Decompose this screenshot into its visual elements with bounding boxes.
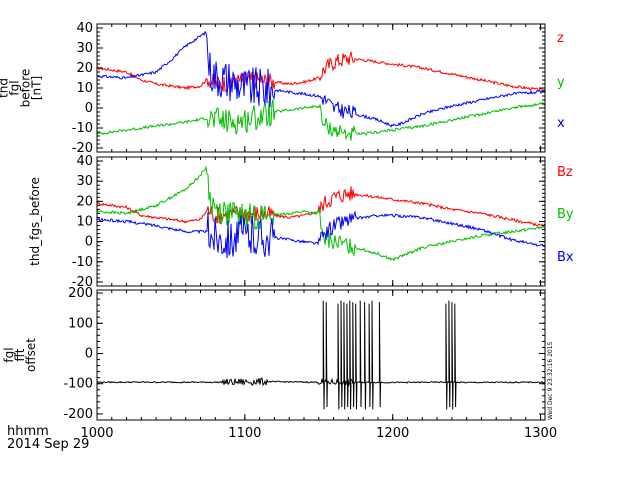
x-tick-label: 1100 [228,426,261,441]
x-tick-label: 1300 [524,426,557,441]
y-tick-label: 40 [76,154,93,169]
y-tick-label: 20 [76,194,93,209]
plot-frame [96,23,546,153]
y-tick-label: -10 [72,255,93,270]
y-tick-label: 10 [76,81,93,96]
legend-entry-y: y [557,75,565,90]
series-line-x [96,30,546,128]
y-tick-label: -200 [63,407,93,422]
plot-frame [96,156,546,287]
x-axis-label-line-2: 2014 Sep 29 [7,437,89,452]
y-axis-label-line: fft [13,348,27,361]
y-axis-label-line: thd [0,78,11,98]
series-line-bz [96,186,546,228]
y-axis-label-line: fgl [2,347,16,362]
series-line-bx [96,210,546,259]
y-tick-label: 100 [68,316,93,331]
y-tick-label: 40 [76,21,93,36]
y-tick-label: 20 [76,61,93,76]
y-tick-label: 30 [76,41,93,56]
y-axis-label-line: thd_fgs_before [28,177,42,266]
timestamp-stamp: Wed Dec 9 23:32:16 2015 [547,341,554,420]
legend-entry-bz: Bz [557,165,573,180]
y-axis-label-line: before [19,69,33,108]
y-tick-label: 0 [85,235,93,250]
y-tick-label: -10 [72,121,93,136]
x-tick-label: 1200 [376,426,409,441]
plot-frame [96,289,546,421]
y-tick-label: -100 [63,377,93,392]
series-line-y [96,99,546,141]
panel-fgs-before: -20 -10 0 10 20 30 40 thd_fgs_before Bz By Bx [28,154,574,290]
y-tick-label: 10 [76,215,93,230]
y-tick-label: -20 [72,141,93,156]
legend-entry-z: z [557,31,564,46]
y-tick-label: 0 [85,346,93,361]
legend-entry-bx: Bx [557,250,574,265]
series-line-by [96,165,546,262]
series-line-z [96,51,546,92]
y-axis-label-line: fgl [8,80,22,95]
y-axis-label-line: offset [24,338,38,372]
x-tick-label: 1000 [80,426,113,441]
legend-entry-by: By [557,207,574,222]
y-tick-label: 0 [85,101,93,116]
y-tick-label: 30 [76,174,93,189]
legend-entry-x: x [557,116,565,131]
y-tick-label: -20 [72,275,93,290]
y-axis-label-line: [nT] [30,76,44,100]
x-axis-label-line-1: hhmm [7,424,49,439]
x-axis: 1000 1100 1200 1300 [80,426,557,441]
y-tick-label: 200 [68,286,93,301]
series-line [96,300,545,410]
